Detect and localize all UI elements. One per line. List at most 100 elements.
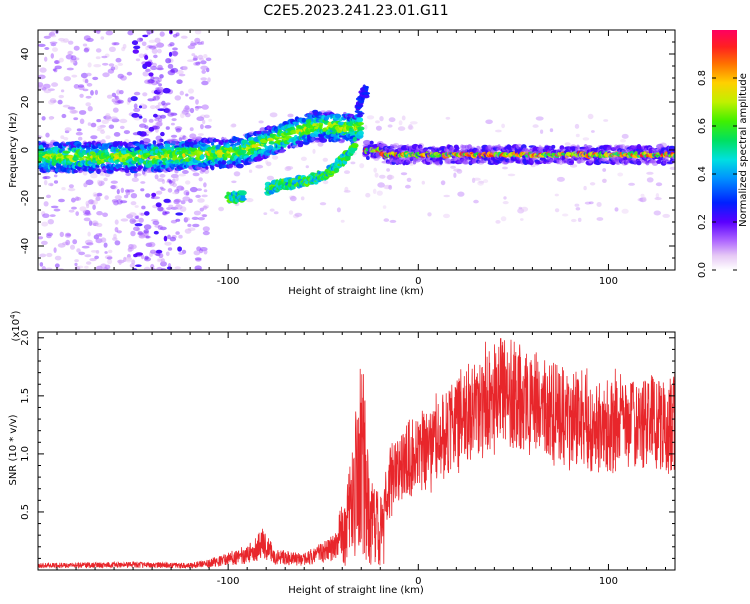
noise-speckle (194, 105, 203, 109)
noise-speckle (157, 108, 166, 111)
noise-speckle (130, 96, 138, 102)
noise-speckle (366, 115, 375, 120)
ridge-upper-cell (363, 92, 371, 95)
noise-speckle (382, 205, 387, 209)
ridge-flat-halo (369, 140, 374, 145)
x-tick-label: 100 (599, 276, 618, 287)
noise-speckle (138, 115, 143, 119)
noise-speckle (46, 234, 52, 239)
noise-speckle (92, 192, 98, 198)
noise-speckle (54, 255, 62, 261)
noise-speckle (159, 173, 166, 178)
noise-speckle (150, 263, 155, 270)
noise-speckle (153, 230, 159, 235)
noise-speckle (152, 220, 160, 225)
noise-speckle (105, 30, 114, 36)
noise-speckle (43, 89, 52, 94)
noise-speckle (85, 200, 90, 206)
noise-speckle (646, 177, 654, 183)
noise-speckle (187, 227, 196, 231)
noise-speckle (85, 102, 91, 107)
noise-speckle (110, 185, 116, 190)
ridge-main-cell (255, 143, 261, 147)
noise-speckle (520, 218, 524, 221)
noise-speckle (52, 47, 58, 52)
noise-speckle (158, 83, 163, 87)
noise-speckle (176, 79, 183, 84)
noise-speckle (78, 110, 87, 115)
noise-speckle (535, 116, 544, 121)
noise-speckle (65, 54, 74, 60)
noise-speckle (160, 114, 166, 119)
noise-speckle (169, 42, 175, 47)
ridge-main-cell (357, 112, 365, 115)
noise-speckle (168, 51, 173, 57)
noise-speckle (157, 225, 163, 230)
noise-speckle (178, 137, 183, 142)
noise-speckle (163, 235, 168, 242)
noise-speckle (83, 182, 88, 188)
noise-speckle (155, 202, 162, 208)
noise-speckle (144, 211, 150, 216)
y-tick-label: 40 (20, 48, 31, 61)
noise-speckle (195, 194, 201, 198)
noise-speckle (102, 212, 108, 218)
noise-speckle (182, 65, 188, 71)
noise-speckle (106, 94, 113, 99)
noise-speckle (266, 175, 274, 181)
noise-speckle (161, 179, 166, 185)
noise-speckle (61, 187, 66, 191)
noise-speckle (203, 182, 207, 188)
noise-speckle (180, 35, 188, 39)
noise-speckle (443, 194, 451, 198)
noise-speckle (158, 42, 162, 47)
noise-speckle (120, 218, 129, 222)
noise-speckle (90, 250, 98, 253)
noise-speckle (51, 30, 55, 34)
noise-speckle (105, 113, 111, 118)
noise-speckle (108, 249, 113, 254)
noise-speckle (477, 180, 484, 186)
noise-speckle (142, 71, 149, 77)
ridge-main-cell (174, 159, 180, 164)
noise-speckle (570, 164, 578, 168)
ridge-main-cell (138, 165, 144, 169)
noise-speckle (255, 164, 264, 169)
noise-speckle (132, 49, 139, 54)
noise-speckle (194, 37, 201, 44)
noise-speckle (53, 247, 57, 253)
noise-speckle (388, 117, 396, 123)
noise-speckle (49, 98, 57, 104)
noise-speckle (375, 125, 382, 131)
colorbar-tick-label: 0.2 (697, 214, 708, 230)
noise-speckle (144, 255, 149, 260)
ridge-main-cell (53, 146, 59, 151)
noise-speckle (196, 188, 202, 192)
colorbar-label: Normalized spectral amplitude (738, 73, 749, 227)
figure-title: C2E5.2023.241.23.01.G11 (263, 3, 448, 19)
noise-speckle (102, 62, 109, 66)
ridge-main-cell (156, 139, 162, 145)
noise-speckle (119, 90, 124, 95)
noise-speckle (138, 53, 145, 59)
noise-speckle (575, 133, 580, 138)
noise-speckle (143, 229, 149, 234)
noise-speckle (145, 235, 150, 239)
noise-speckle (365, 192, 371, 198)
noise-speckle (138, 217, 144, 223)
noise-speckle (119, 118, 128, 124)
noise-speckle (108, 46, 116, 52)
noise-speckle (48, 182, 54, 187)
noise-speckle (230, 123, 237, 128)
noise-speckle (185, 217, 190, 221)
noise-speckle (89, 258, 97, 262)
ridge-main-cell (262, 130, 270, 134)
noise-speckle (51, 82, 59, 87)
noise-speckle (200, 65, 209, 71)
noise-speckle (166, 207, 172, 210)
noise-speckle (408, 124, 413, 130)
colorbar-ticks: 0.0 0.2 0.4 0.6 0.8 (697, 70, 737, 278)
snr-multiplier: (x104) (9, 310, 22, 341)
ridge-main-cell (267, 137, 275, 142)
noise-speckle (269, 112, 278, 118)
